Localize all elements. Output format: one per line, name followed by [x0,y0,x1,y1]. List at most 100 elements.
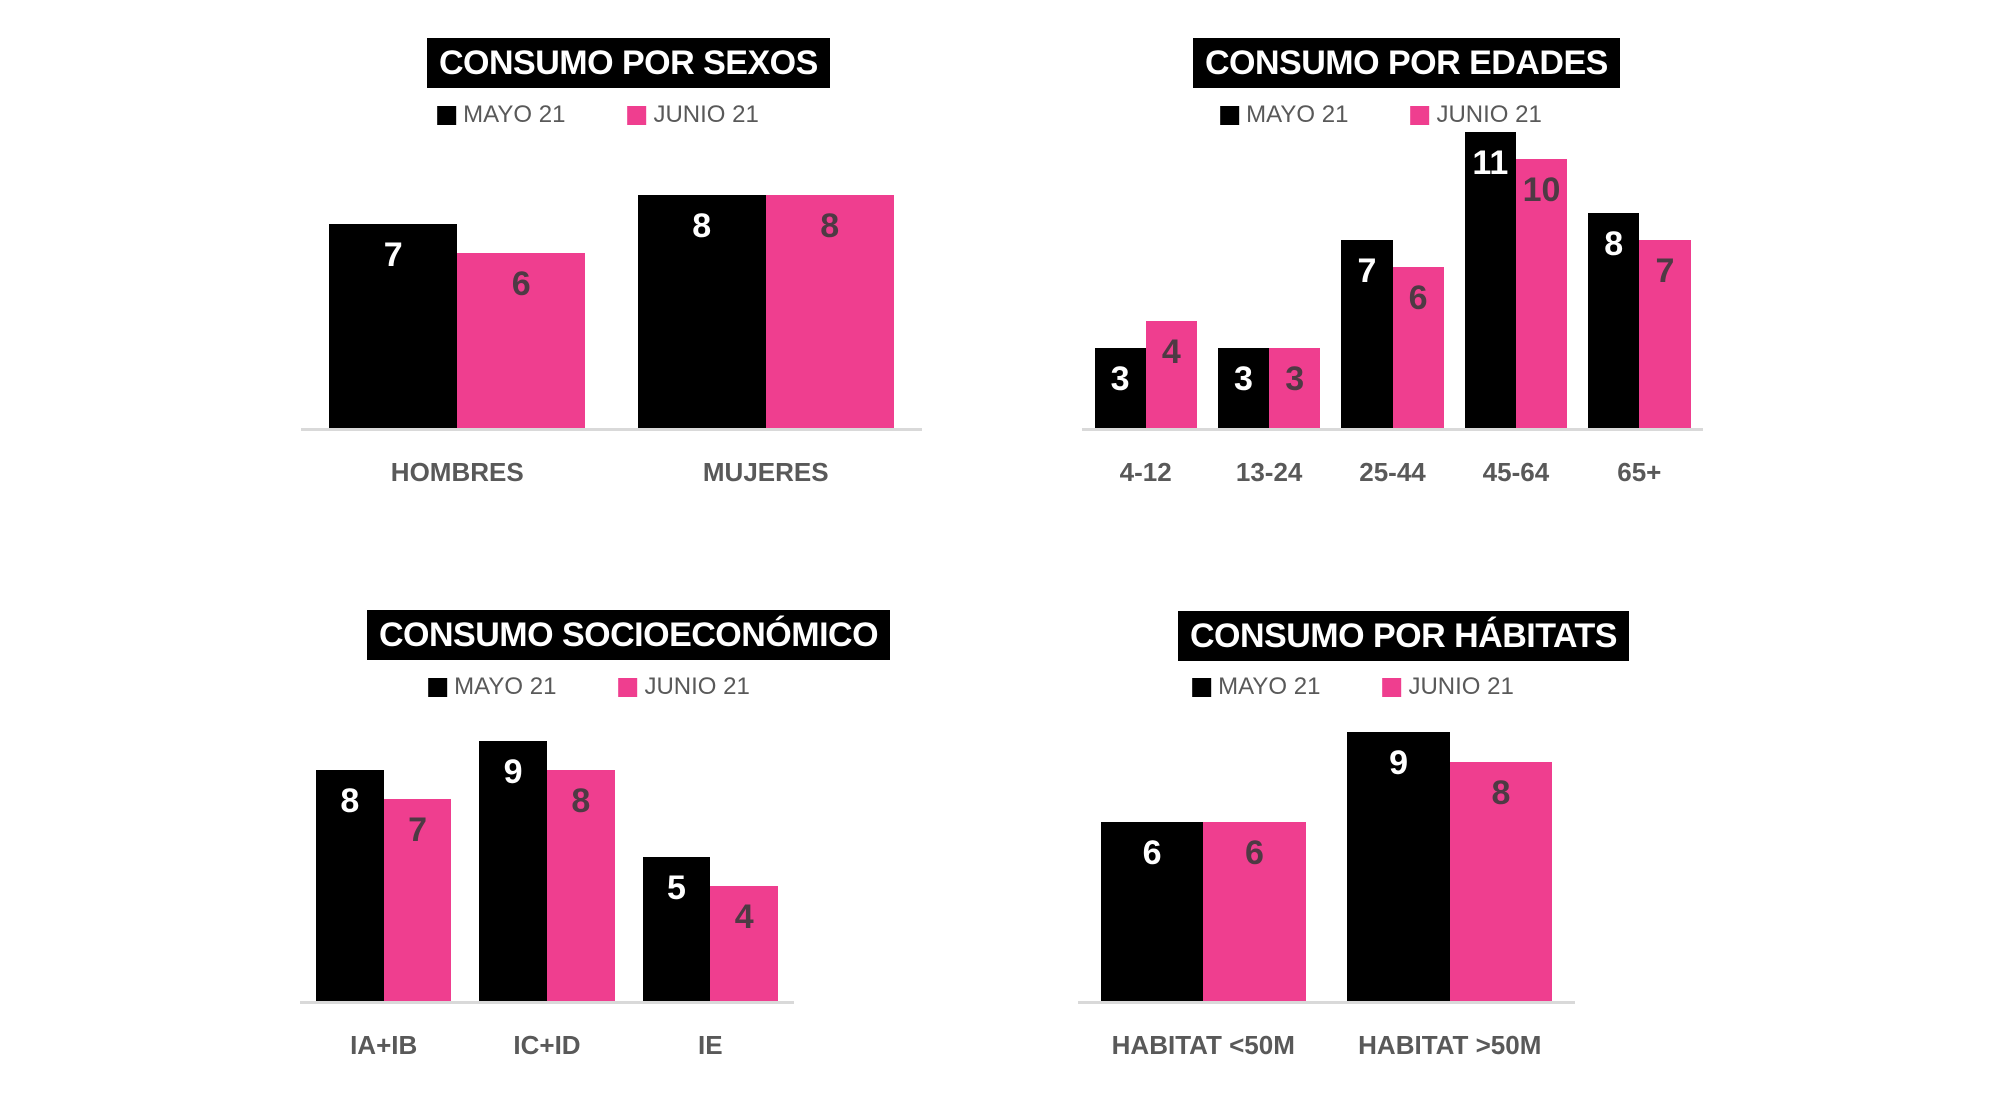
chart-legend: MAYO 21 JUNIO 21 [428,672,750,702]
chart-title: CONSUMO SOCIOECONÓMICO [367,610,891,660]
bar-mayo-21: 9 [1347,732,1450,1002]
category-label: 25-44 [1359,457,1426,487]
legend-label: JUNIO 21 [1436,101,1542,128]
chart-title: CONSUMO POR EDADES [1193,38,1620,88]
chart-legend: MAYO 21 JUNIO 21 [1220,100,1542,130]
chart-category-axis: IA+IB IC+ID IE [302,1030,792,1061]
legend-item-mayo-21: MAYO 21 [428,673,556,701]
value-label: 8 [1491,774,1511,812]
chart-category-axis: HABITAT <50M HABITAT >50M [1080,1030,1573,1061]
value-label: 3 [1285,360,1305,398]
category-slot: 11 10 [1454,132,1577,429]
category-label: 45-64 [1482,457,1550,487]
value-label: 7 [383,235,403,274]
value-label: 7 [1655,252,1675,290]
value-label: 7 [408,811,427,849]
legend-item-junio-21: JUNIO 21 [627,101,759,129]
bar-junio-21: 6 [457,253,586,429]
category-label: 13-24 [1235,457,1303,487]
value-label: 7 [1357,252,1377,290]
bar-junio-21: 8 [546,770,615,1002]
bar-junio-21: 8 [1449,762,1553,1002]
value-label: 10 [1522,171,1561,209]
legend-label: MAYO 21 [1218,673,1321,700]
legend-item-junio-21: JUNIO 21 [1382,673,1514,701]
value-label: 11 [1472,144,1509,182]
bar-mayo-21: 9 [479,741,547,1002]
bar-mayo-21: 7 [329,223,458,429]
legend-item-junio-21: JUNIO 21 [618,673,750,701]
category-label: IE [698,1030,723,1060]
chart-title-text: CONSUMO POR SEXOS [439,44,818,82]
legend-label: JUNIO 21 [644,673,750,700]
bar-junio-21: 10 [1515,159,1568,429]
value-label: 8 [820,206,840,245]
value-label: 8 [1604,225,1624,263]
chart-title-text: CONSUMO POR HÁBITATS [1190,617,1617,655]
chart-title-text: CONSUMO SOCIOECONÓMICO [379,616,879,654]
legend-swatch-icon [1220,105,1240,125]
legend-label: JUNIO 21 [653,101,759,128]
bar-mayo-21: 8 [315,770,384,1002]
chart-title-text: CONSUMO POR EDADES [1205,44,1608,82]
legend-label: MAYO 21 [463,101,566,128]
value-label: 5 [666,869,686,907]
category-label: MUJERES [702,457,829,487]
category-label: IA+IB [350,1030,418,1060]
category-label: HOMBRES [390,457,524,487]
value-label: 4 [1161,333,1181,371]
legend-item-junio-21: JUNIO 21 [1410,101,1542,129]
value-label: 3 [1234,360,1253,398]
bar-mayo-21: 7 [1341,240,1393,429]
bar-mayo-21: 6 [1100,822,1204,1002]
legend-label: MAYO 21 [1246,101,1349,128]
bar-mayo-21: 3 [1094,348,1146,429]
legend-item-mayo-21: MAYO 21 [437,101,565,129]
value-label: 8 [692,206,712,245]
chart-category-axis: HOMBRES MUJERES [303,457,920,488]
chart-legend: MAYO 21 JUNIO 21 [1192,672,1514,702]
bar-junio-21: 3 [1269,348,1321,429]
chart-legend: MAYO 21 JUNIO 21 [437,100,759,130]
legend-label: JUNIO 21 [1408,673,1514,700]
value-label: 6 [511,265,531,304]
category-label: HABITAT <50M [1111,1030,1295,1060]
value-label: 8 [571,782,591,820]
legend-label: MAYO 21 [454,673,557,700]
value-label: 6 [1244,834,1264,872]
category-label: 4-12 [1119,457,1172,487]
legend-swatch-icon [437,105,457,125]
category-label: 65+ [1617,457,1662,487]
bar-junio-21: 7 [1639,240,1691,429]
legend-item-mayo-21: MAYO 21 [1192,673,1320,701]
chart-title: CONSUMO POR HÁBITATS [1178,611,1629,661]
value-label: 8 [340,782,360,820]
legend-swatch-icon [618,677,638,697]
value-label: 6 [1142,834,1162,872]
legend-swatch-icon [1192,677,1212,697]
chart-plot: 3 4 3 3 7 6 11 10 8 7 [1082,132,1703,431]
category-label: HABITAT >50M [1358,1030,1542,1060]
bar-junio-21: 4 [710,886,779,1002]
bar-junio-21: 7 [383,799,452,1002]
chart-category-axis: 4-12 13-24 25-44 45-64 65+ [1084,457,1701,488]
value-label: 9 [1389,744,1409,782]
bar-junio-21: 4 [1145,321,1197,429]
legend-swatch-icon [428,677,448,697]
legend-swatch-icon [627,105,647,125]
value-label: 9 [503,753,523,791]
bar-junio-21: 6 [1203,822,1306,1002]
